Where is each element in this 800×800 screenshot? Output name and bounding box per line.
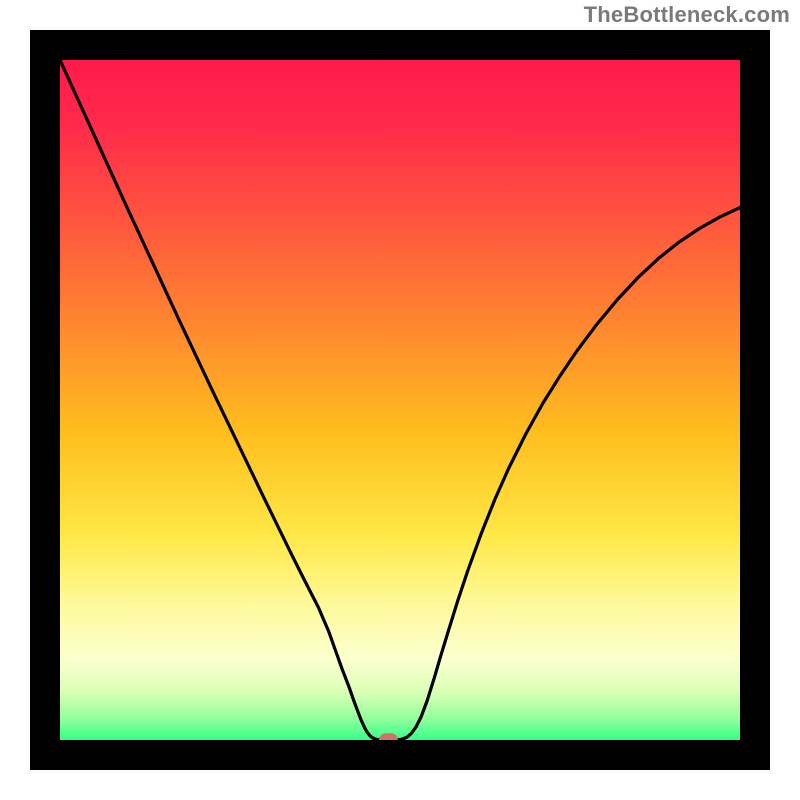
chart-stage: TheBottleneck.com	[0, 0, 800, 800]
watermark-text: TheBottleneck.com	[584, 2, 790, 28]
bottleneck-chart-svg	[0, 0, 800, 800]
plot-background-gradient	[60, 60, 740, 740]
